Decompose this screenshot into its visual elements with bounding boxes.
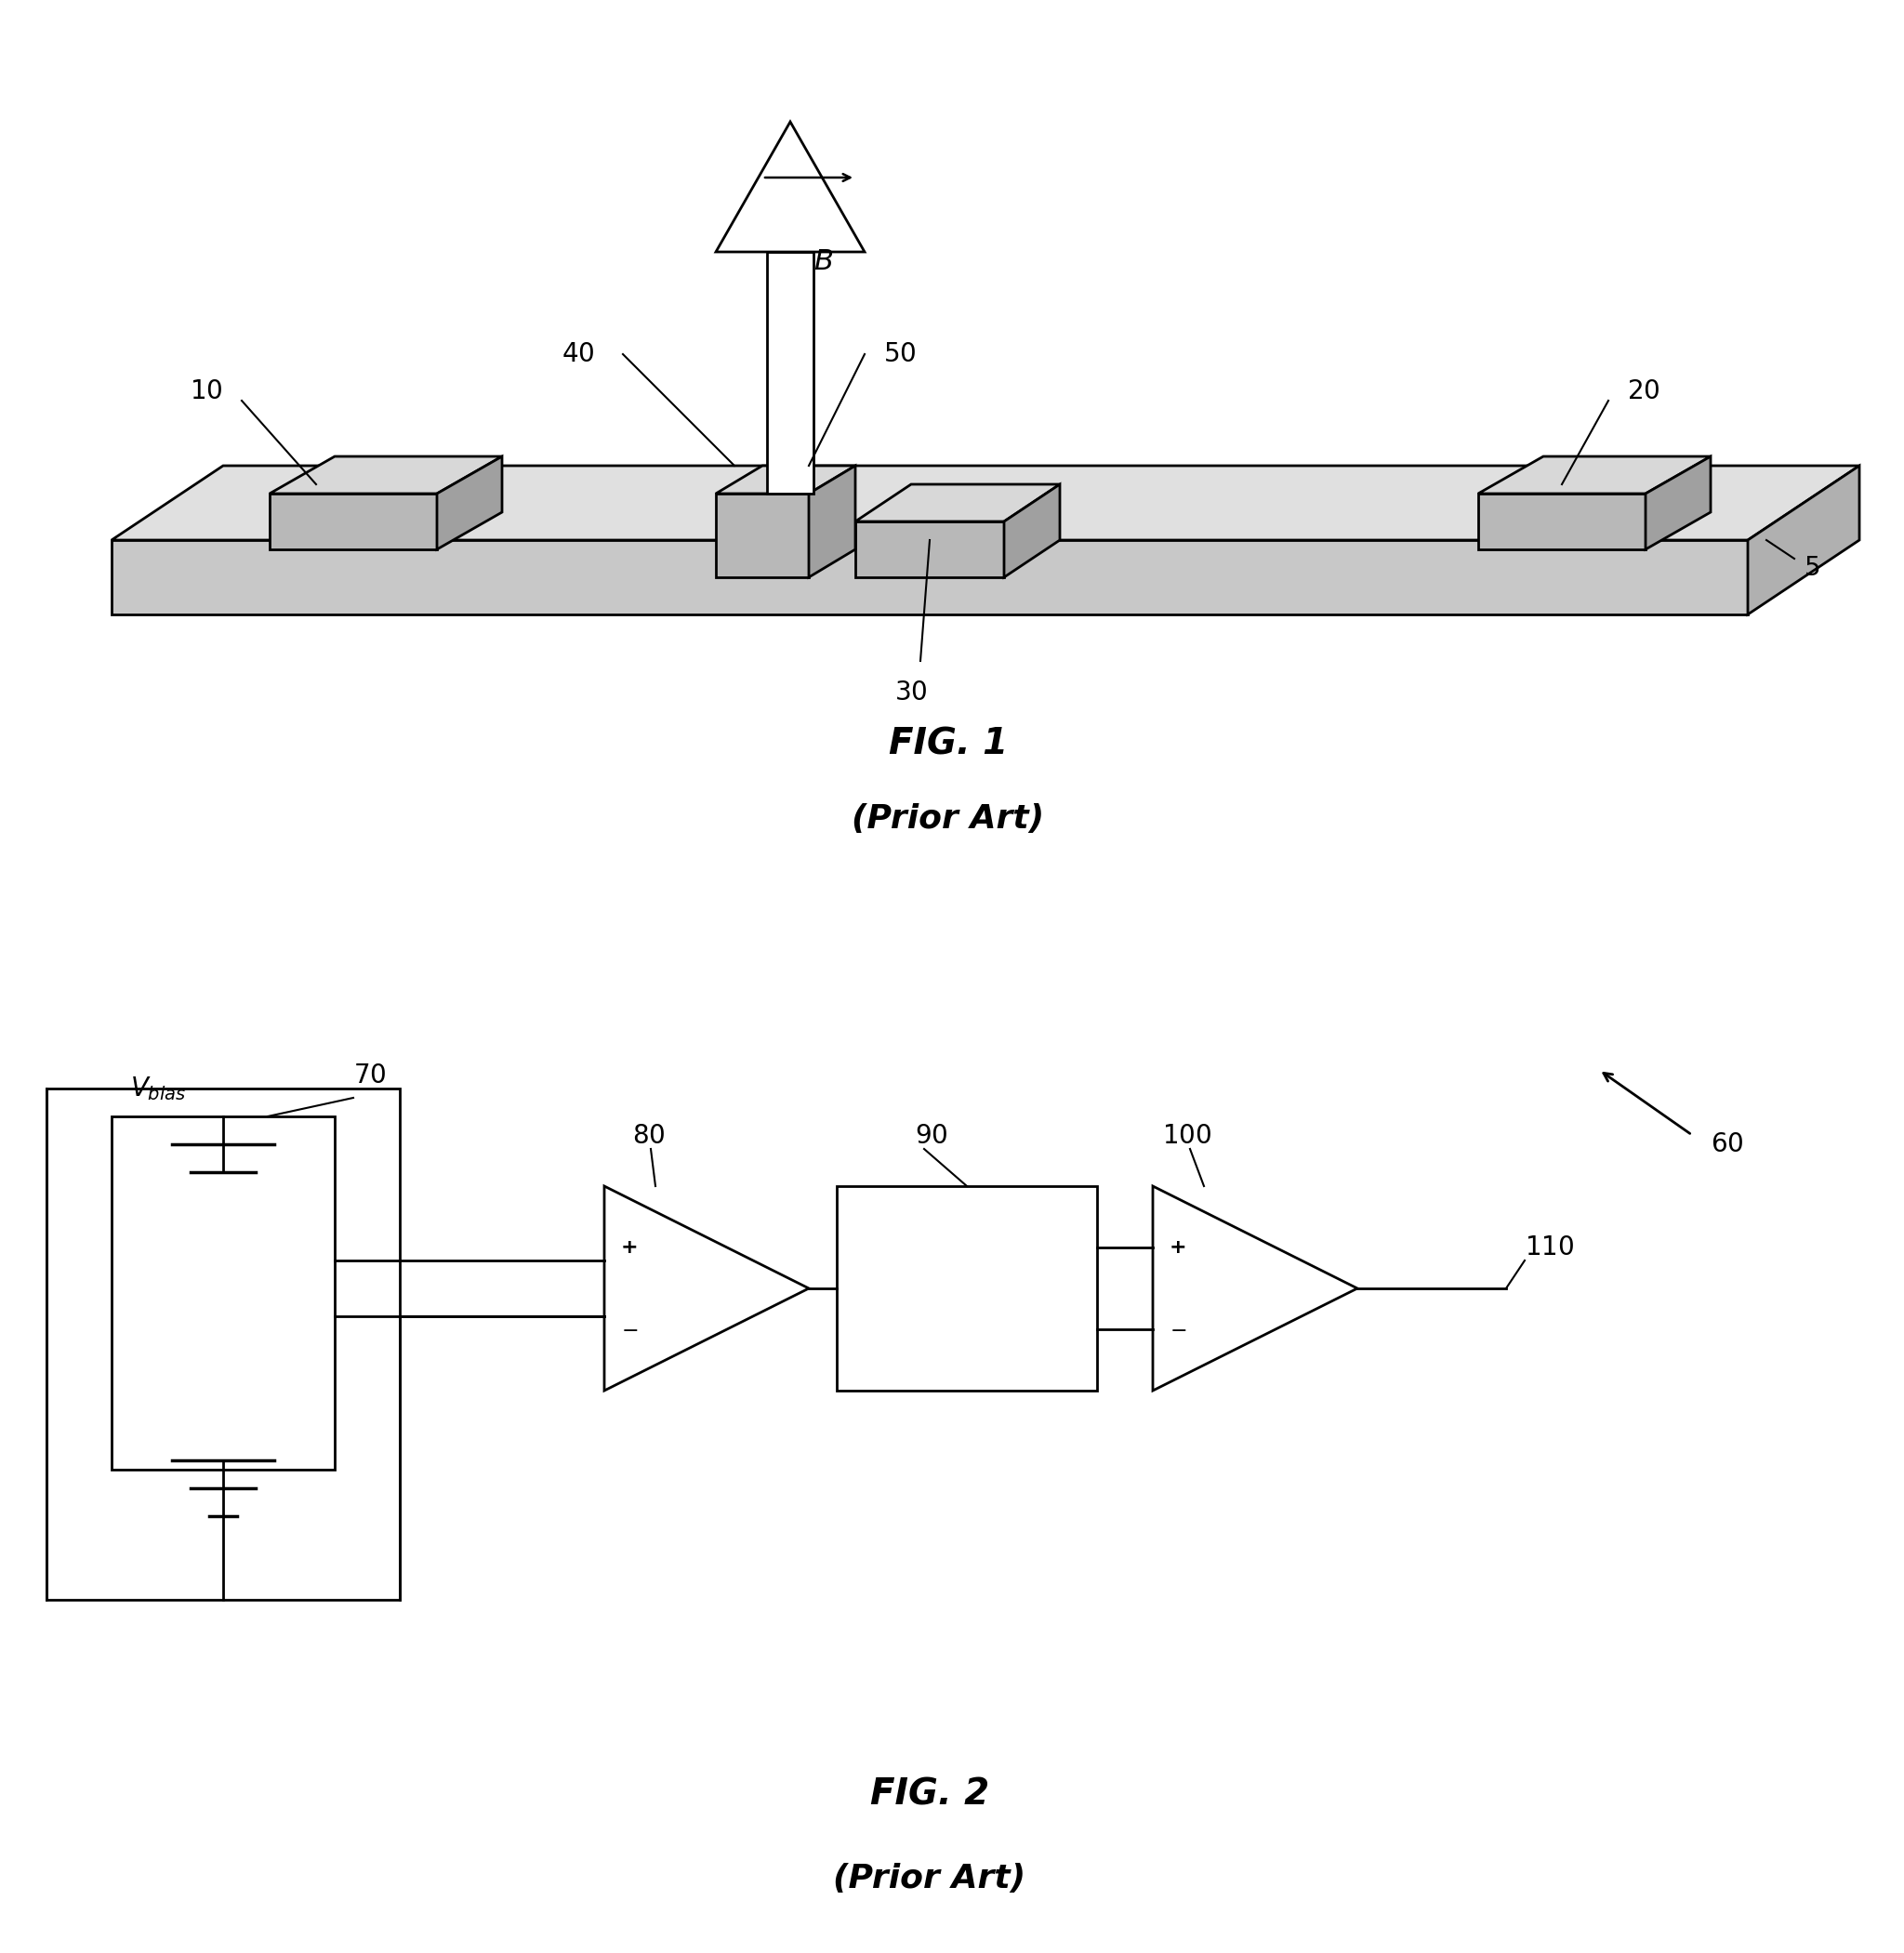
Polygon shape (767, 252, 813, 494)
Polygon shape (1645, 457, 1710, 549)
Polygon shape (1478, 494, 1645, 549)
Text: FIG. 2: FIG. 2 (870, 1777, 990, 1812)
Polygon shape (1003, 484, 1061, 578)
Polygon shape (716, 494, 809, 578)
Text: $60$: $60$ (1710, 1131, 1744, 1158)
Text: FIG. 1: FIG. 1 (889, 727, 1007, 762)
Text: +: + (621, 1238, 638, 1258)
Polygon shape (1478, 457, 1710, 494)
Polygon shape (809, 465, 855, 578)
Polygon shape (855, 521, 1003, 578)
Polygon shape (1152, 1185, 1358, 1391)
Polygon shape (112, 465, 1860, 541)
Text: $80$: $80$ (632, 1123, 664, 1148)
Polygon shape (716, 121, 864, 252)
Text: (Prior Art): (Prior Art) (834, 1863, 1026, 1894)
Polygon shape (1748, 465, 1860, 615)
Text: $100$: $100$ (1161, 1123, 1211, 1148)
Text: $-$: $-$ (1169, 1320, 1186, 1338)
Bar (836, 1185, 1097, 1391)
Bar (112, 1117, 335, 1469)
Text: $70$: $70$ (354, 1062, 387, 1088)
Polygon shape (855, 484, 1061, 521)
Polygon shape (270, 457, 503, 494)
Polygon shape (716, 465, 855, 494)
Text: $20$: $20$ (1626, 379, 1660, 404)
Polygon shape (270, 494, 436, 549)
Text: (Prior Art): (Prior Art) (851, 803, 1045, 834)
Text: $40$: $40$ (562, 342, 594, 367)
Text: +: + (1169, 1238, 1186, 1258)
Text: $30$: $30$ (895, 680, 927, 705)
Text: $-$: $-$ (621, 1320, 638, 1338)
Polygon shape (604, 1185, 809, 1391)
Text: $5$: $5$ (1803, 555, 1820, 580)
Text: $50$: $50$ (883, 342, 916, 367)
Text: $90$: $90$ (914, 1123, 948, 1148)
Text: $V_{bias}$: $V_{bias}$ (129, 1074, 187, 1101)
Bar (46, 1088, 400, 1600)
Text: $B$: $B$ (813, 248, 834, 275)
Text: $110$: $110$ (1525, 1234, 1575, 1260)
Polygon shape (112, 541, 1748, 615)
Polygon shape (436, 457, 503, 549)
Text: $10$: $10$ (190, 379, 223, 404)
